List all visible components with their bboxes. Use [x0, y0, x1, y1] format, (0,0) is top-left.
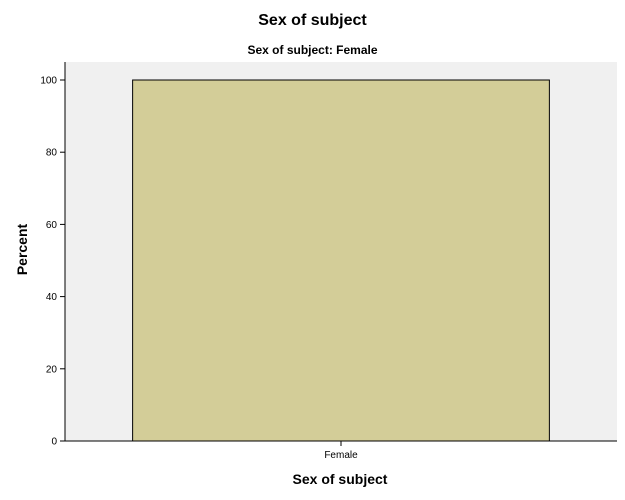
x-axis-ticks: Female — [324, 441, 358, 461]
y-tick-label: 80 — [46, 148, 58, 159]
y-tick-label: 100 — [40, 76, 57, 87]
y-tick-label: 0 — [51, 437, 57, 448]
y-tick-label: 40 — [46, 292, 58, 303]
y-axis-ticks: 0 20 40 60 80 100 — [40, 76, 65, 448]
x-tick-label: Female — [324, 450, 358, 461]
y-tick-label: 60 — [46, 220, 58, 231]
bar-female — [133, 80, 550, 441]
y-axis-title: Percent — [14, 223, 30, 275]
x-axis-title: Sex of subject — [293, 471, 388, 487]
bars-group — [133, 80, 550, 441]
y-tick-label: 20 — [46, 364, 58, 375]
